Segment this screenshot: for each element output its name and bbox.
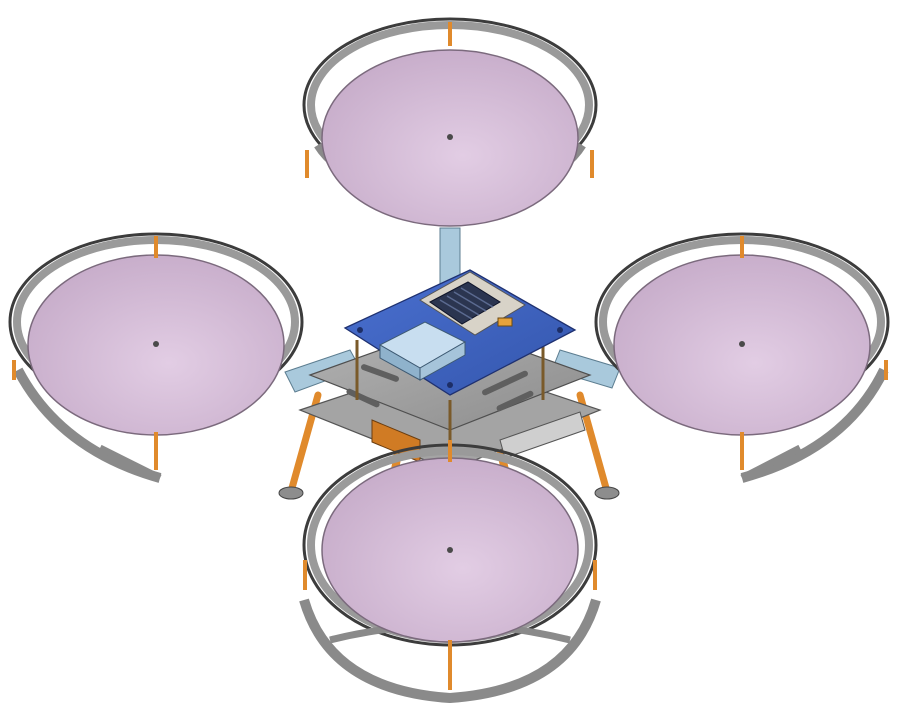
- foot-right: [594, 486, 620, 500]
- rotor-guard-right: [594, 232, 890, 483]
- rotor-guard-bottom: [299, 440, 601, 704]
- rotor-guard-left: [8, 232, 304, 483]
- top-plate: [343, 269, 577, 396]
- foot-left: [278, 486, 304, 500]
- compute-module: [378, 321, 467, 381]
- heatsink: [429, 281, 501, 325]
- carrier-board: [419, 271, 526, 336]
- rotor-guard-top: [302, 17, 598, 227]
